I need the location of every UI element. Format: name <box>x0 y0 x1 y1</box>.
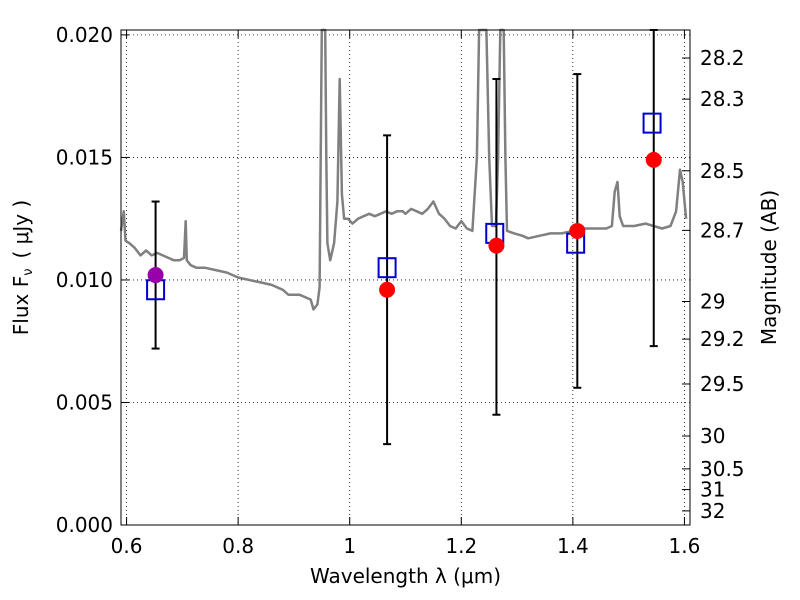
observed-circle-point <box>147 267 164 284</box>
y-tick-label: 0.010 <box>56 268 113 292</box>
model-square-point <box>642 112 662 134</box>
model-square-point <box>377 257 397 279</box>
right-tick-label: 29.5 <box>700 372 745 396</box>
y-axis-title-unit: ( μJy ) <box>9 200 33 259</box>
y-tick-label: 0.015 <box>56 145 113 169</box>
observed-circle-point <box>645 151 662 168</box>
right-tick-label: 32 <box>700 499 725 523</box>
right-tick-label: 29.2 <box>700 327 745 351</box>
right-axis-title: Magnitude (AB) <box>757 190 781 345</box>
observed-photometry-points <box>147 151 662 298</box>
spectrum-line <box>119 28 688 311</box>
right-tick-label: 28.3 <box>700 87 745 111</box>
y-tick-label: 0.005 <box>56 390 113 414</box>
x-axis-title: Wavelength λ (μm) <box>310 564 501 588</box>
model-photometry-points <box>146 112 662 301</box>
y-tick-label: 0.000 <box>56 513 113 537</box>
right-tick-label: 28.5 <box>700 159 745 183</box>
right-tick-label: 28.7 <box>700 218 745 242</box>
right-tick-label: 31 <box>700 478 725 502</box>
x-tick-label: 1.2 <box>445 534 477 558</box>
right-tick-label: 29 <box>700 289 725 313</box>
grid <box>121 30 690 526</box>
observed-circle-point <box>379 281 396 298</box>
observed-circle-point <box>569 222 586 239</box>
y-axis-title-main: Flux F <box>9 276 33 335</box>
y-axis-title: Flux Fν ( μJy ) <box>9 200 36 335</box>
error-bar <box>649 29 658 348</box>
right-tick-label: 28.2 <box>700 46 745 70</box>
plot-frame <box>120 29 691 526</box>
x-tick-label: 0.6 <box>111 534 143 558</box>
x-tick-label: 1.4 <box>557 534 589 558</box>
model-spectrum <box>119 28 688 311</box>
right-tick-label: 30.5 <box>700 457 745 481</box>
x-tick-label: 0.8 <box>222 534 254 558</box>
y-axis-title-subscript: ν <box>21 269 36 276</box>
axis-ticks: 0.6 0.8 1 1.2 1.4 1.6 0.000 0.005 0.010 0.015 0.02… <box>56 23 745 558</box>
y-tick-label: 0.020 <box>56 23 113 47</box>
right-tick-label: 30 <box>700 424 725 448</box>
observed-circle-point <box>488 237 505 254</box>
x-tick-label: 1.6 <box>669 534 701 558</box>
x-tick-label: 1 <box>343 534 356 558</box>
